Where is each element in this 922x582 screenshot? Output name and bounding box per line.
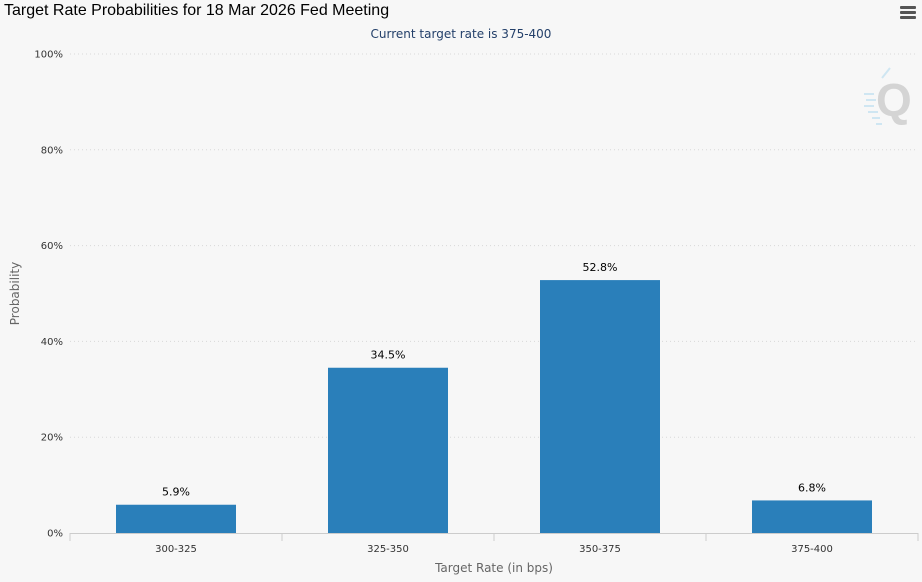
- bar-375-400[interactable]: [752, 500, 872, 533]
- x-axis-title: Target Rate (in bps): [434, 561, 553, 575]
- y-tick-label: 100%: [34, 50, 63, 61]
- bar-300-325[interactable]: [116, 504, 236, 533]
- x-tick-label: 325-350: [367, 544, 409, 555]
- hamburger-menu-icon[interactable]: [900, 6, 916, 20]
- data-label: 5.9%: [162, 486, 190, 499]
- data-label: 6.8%: [798, 481, 826, 494]
- chart-subtitle: Current target rate is 375-400: [370, 27, 552, 41]
- bar-325-350[interactable]: [328, 367, 448, 533]
- y-tick-label: 60%: [41, 241, 63, 252]
- data-label: 34.5%: [371, 349, 406, 362]
- y-axis-title: Probability: [8, 262, 22, 325]
- y-tick-label: 40%: [41, 337, 63, 348]
- menu-line: [900, 6, 916, 9]
- y-tick-label: 0%: [47, 529, 63, 540]
- x-tick-label: 300-325: [155, 544, 197, 555]
- bar-350-375[interactable]: [540, 280, 660, 533]
- y-tick-label: 80%: [41, 145, 63, 156]
- y-tick-label: 20%: [41, 433, 63, 444]
- q-logo-watermark-icon: Q: [864, 67, 912, 126]
- menu-line: [900, 11, 916, 14]
- chart-title: Target Rate Probabilities for 18 Mar 202…: [4, 2, 390, 19]
- svg-text:Q: Q: [876, 74, 912, 126]
- x-tick-label: 375-400: [791, 544, 833, 555]
- data-label: 52.8%: [583, 261, 618, 274]
- menu-line: [900, 16, 916, 19]
- x-tick-label: 350-375: [579, 544, 621, 555]
